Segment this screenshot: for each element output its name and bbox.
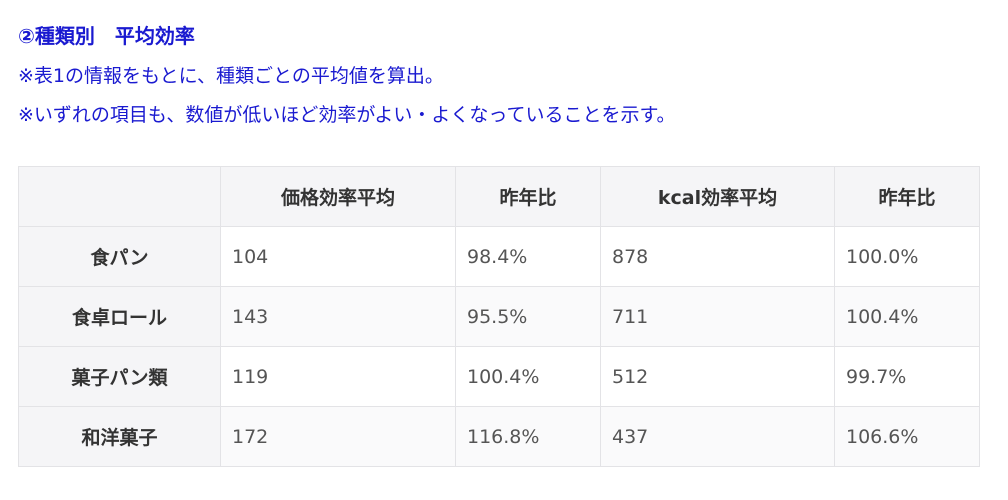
- kcal-efficiency-cell: 711: [600, 286, 835, 347]
- row-label: 食パン: [18, 226, 221, 287]
- kcal-yoy-cell: 106.6%: [834, 406, 980, 467]
- kcal-efficiency-cell: 512: [600, 346, 835, 407]
- table-row: 菓子パン類 119 100.4% 512 99.7%: [18, 346, 980, 407]
- price-yoy-cell: 116.8%: [455, 406, 601, 467]
- header-kcal-efficiency: kcal効率平均: [600, 166, 835, 227]
- note-interpretation: ※いずれの項目も、数値が低いほど効率がよい・よくなっていることを示す。: [18, 104, 676, 126]
- price-yoy-cell: 95.5%: [455, 286, 601, 347]
- efficiency-table: 価格効率平均 昨年比 kcal効率平均 昨年比 食パン 104 98.4% 87…: [18, 166, 980, 467]
- table-row: 和洋菓子 172 116.8% 437 106.6%: [18, 406, 980, 467]
- price-efficiency-cell: 143: [220, 286, 456, 347]
- kcal-efficiency-cell: 437: [600, 406, 835, 467]
- kcal-efficiency-cell: 878: [600, 226, 835, 287]
- price-yoy-cell: 100.4%: [455, 346, 601, 407]
- price-efficiency-cell: 119: [220, 346, 456, 407]
- table-row: 食卓ロール 143 95.5% 711 100.4%: [18, 286, 980, 347]
- kcal-yoy-cell: 100.4%: [834, 286, 980, 347]
- price-efficiency-cell: 172: [220, 406, 456, 467]
- header-price-yoy: 昨年比: [455, 166, 601, 227]
- table-row: 食パン 104 98.4% 878 100.0%: [18, 226, 980, 287]
- section-heading: ②種類別 平均効率: [18, 24, 195, 48]
- price-efficiency-cell: 104: [220, 226, 456, 287]
- row-label: 菓子パン類: [18, 346, 221, 407]
- kcal-yoy-cell: 99.7%: [834, 346, 980, 407]
- kcal-yoy-cell: 100.0%: [834, 226, 980, 287]
- note-source: ※表1の情報をもとに、種類ごとの平均値を算出。: [18, 65, 444, 87]
- price-yoy-cell: 98.4%: [455, 226, 601, 287]
- header-corner: [18, 166, 221, 227]
- row-label: 食卓ロール: [18, 286, 221, 347]
- row-label: 和洋菓子: [18, 406, 221, 467]
- table-header-row: 価格効率平均 昨年比 kcal効率平均 昨年比: [18, 166, 980, 227]
- header-kcal-yoy: 昨年比: [834, 166, 980, 227]
- header-price-efficiency: 価格効率平均: [220, 166, 456, 227]
